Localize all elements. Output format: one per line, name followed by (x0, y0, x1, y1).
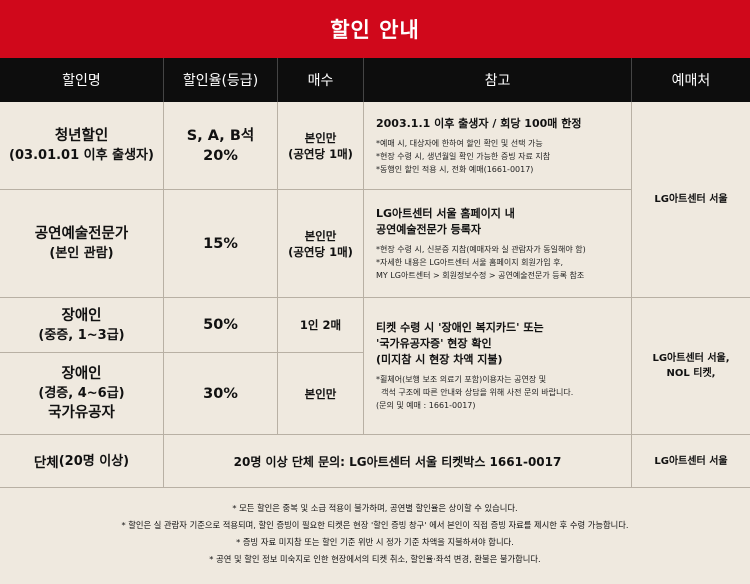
table-cell-name: 장애인 (중증, 1~3급) (0, 298, 164, 353)
reference-main: '국가유공자증' 현장 확인 (376, 337, 492, 350)
footnote: * 모든 할인은 중복 및 소급 적용이 불가하며, 공연별 할인율은 상이할 … (232, 503, 518, 513)
booking-venue: NOL 티켓, (666, 368, 716, 379)
discount-rate: 30% (203, 385, 238, 402)
seat-grade: S, A, B석 (186, 127, 255, 144)
discount-rate: 15% (203, 235, 238, 252)
discount-name-sub: (20명 이상) (58, 453, 130, 469)
table-cell-rate: 30% (164, 353, 278, 435)
table-cell-qty: 1인 2매 (278, 298, 364, 353)
quantity-sub: (공연당 1매) (288, 244, 353, 259)
discount-name: 장애인 (61, 366, 102, 382)
reference-note: *현장 수령 시, 신분증 지참(예매자와 실 관람자가 동일해야 함) (376, 244, 586, 254)
footnote: * 공연 및 할인 정보 미숙지로 인한 현장에서의 티켓 취소, 할인율·좌석… (209, 554, 541, 564)
table-cell-qty: 본인만 (공연당 1매) (278, 190, 364, 298)
header-quantity: 매수 (278, 58, 364, 102)
discount-rate: 20% (203, 147, 238, 164)
footnote: * 증빙 자료 미지참 또는 할인 기준 위반 시 정가 기준 차액을 지불하셔… (236, 537, 514, 547)
discount-name: 공연예술전문가 (34, 226, 129, 242)
table-cell-qty: 본인만 (278, 353, 364, 435)
table-cell-name: 장애인 (경증, 4~6급) 국가유공자 (0, 353, 164, 435)
table-cell-name: 단체 (20명 이상) (0, 435, 164, 488)
footnotes: * 모든 할인은 중복 및 소급 적용이 불가하며, 공연별 할인율은 상이할 … (0, 500, 750, 568)
header-booking: 예매처 (632, 58, 750, 102)
header-discount-rate: 할인율(등급) (164, 58, 278, 102)
table-cell-name: 공연예술전문가 (본인 관람) (0, 190, 164, 298)
discount-name: 장애인 (61, 307, 102, 324)
page-title: 할인 안내 (0, 0, 750, 58)
booking-venue: LG아트센터 서울, (652, 353, 730, 364)
quantity-label: 본인만 (304, 386, 337, 401)
discount-table: 할인명 할인율(등급) 매수 참고 예매처 청년할인 (03.01.01 이후 … (0, 58, 750, 488)
table-cell-reference: 티켓 수령 시 '장애인 복지카드' 또는 '국가유공자증' 현장 확인 (미지… (364, 298, 632, 435)
group-inquiry: 20명 이상 단체 문의: LG아트센터 서울 티켓박스 1661-0017 (233, 454, 562, 469)
table-cell-rate: 15% (164, 190, 278, 298)
discount-name-sub: (03.01.01 이후 출생자) (9, 148, 154, 163)
table-cell-booking: LG아트센터 서울 (632, 435, 750, 488)
discount-name-sub: (본인 관람) (49, 246, 114, 261)
table-cell-booking: LG아트센터 서울 (632, 102, 750, 298)
reference-note: MY LG아트센터 > 회원정보수정 > 공연예술전문가 등록 참조 (376, 270, 585, 280)
table-cell-booking: LG아트센터 서울, NOL 티켓, (632, 298, 750, 435)
discount-name-sub: (중증, 1~3급) (38, 327, 125, 343)
table-cell-reference: LG아트센터 서울 홈페이지 내 공연예술전문가 등록자 *현장 수령 시, 신… (364, 190, 632, 298)
table-cell-name: 청년할인 (03.01.01 이후 출생자) (0, 102, 164, 190)
header-reference: 참고 (364, 58, 632, 102)
booking-venue: LG아트센터 서울 (654, 455, 728, 467)
reference-main: 티켓 수령 시 '장애인 복지카드' 또는 (376, 321, 544, 334)
reference-main: LG아트센터 서울 홈페이지 내 (376, 206, 515, 220)
table-cell-qty: 본인만 (공연당 1매) (278, 102, 364, 190)
table-cell-reference: 2003.1.1 이후 출생자 / 회당 100매 한정 *예매 시, 대상자에… (364, 102, 632, 190)
booking-venue: LG아트센터 서울 (654, 194, 728, 205)
footnote: * 할인은 실 관람자 기준으로 적용되며, 할인 증빙이 필요한 티켓은 현장… (121, 520, 629, 530)
reference-main: 2003.1.1 이후 출생자 / 회당 100매 한정 (376, 116, 582, 130)
reference-note: *예매 시, 대상자에 한하여 할인 확인 및 선택 가능 (376, 138, 543, 148)
reference-note: 객석 구조에 따른 안내와 상담을 위해 사전 문의 바랍니다. (376, 388, 574, 397)
reference-note: *동행인 할인 적용 시, 전화 예매(1661-0017) (376, 164, 534, 174)
reference-note: *현장 수령 시, 생년월일 확인 가능한 증빙 자료 지참 (376, 151, 551, 161)
table-cell-rate: S, A, B석 20% (164, 102, 278, 190)
reference-note: *휠체어(보행 보조 의료기 포함)이용자는 공연장 및 (376, 375, 547, 384)
discount-rate: 50% (203, 317, 238, 333)
reference-note: (문의 및 예매 : 1661-0017) (376, 401, 476, 410)
header-discount-name: 할인명 (0, 58, 164, 102)
table-cell-group-info: 20명 이상 단체 문의: LG아트센터 서울 티켓박스 1661-0017 (164, 435, 632, 488)
table-cell-rate: 50% (164, 298, 278, 353)
reference-main: (미지참 시 현장 차액 지불) (376, 353, 503, 366)
discount-name-sub: (경증, 4~6급) (38, 386, 125, 401)
discount-name: 국가유공자 (48, 405, 115, 421)
reference-note: *자세한 내용은 LG아트센터 서울 홈페이지 회원가입 후, (376, 257, 564, 267)
discount-name: 청년할인 (54, 128, 109, 144)
quantity-label: 본인만 (304, 228, 337, 243)
quantity-label: 본인만 (304, 130, 337, 145)
quantity-sub: (공연당 1매) (288, 146, 353, 161)
quantity-label: 1인 2매 (299, 318, 342, 332)
reference-main: 공연예술전문가 등록자 (376, 222, 482, 236)
discount-name: 단체 (33, 455, 59, 471)
